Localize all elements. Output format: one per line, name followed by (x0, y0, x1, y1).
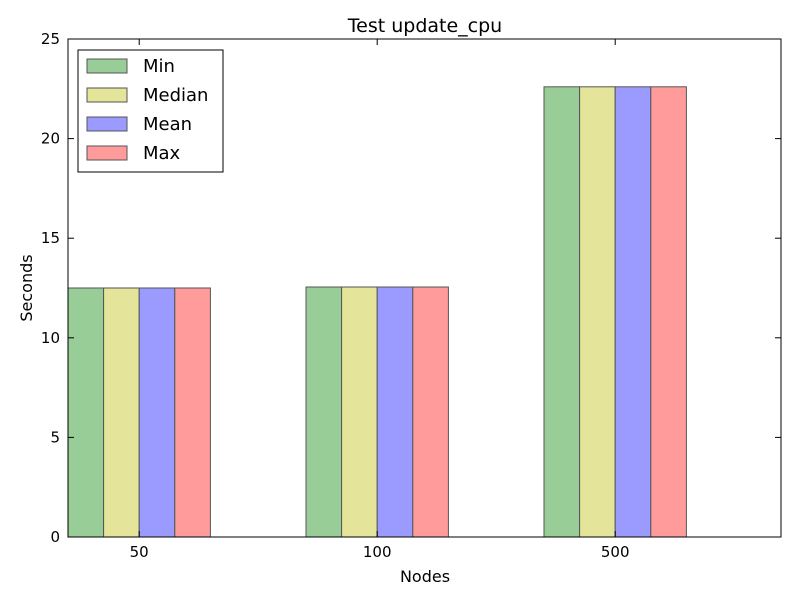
bar-median-50 (103, 287, 140, 538)
bar-max-500 (650, 86, 687, 538)
y-axis-ticks: 0 5 10 15 20 25 (41, 30, 781, 546)
bar-mean-500 (614, 86, 652, 538)
x-tick-label: 500 (601, 543, 630, 561)
bar-median-500 (579, 86, 616, 538)
legend-label-max: Max (143, 143, 181, 164)
x-tick-label: 50 (130, 543, 149, 561)
bar-mean-100 (376, 286, 414, 538)
legend-swatch-max (86, 145, 128, 161)
legend-label-median: Median (143, 85, 208, 106)
y-tick-label: 5 (50, 428, 60, 446)
y-axis-label: Seconds (17, 254, 36, 321)
bars-group (67, 86, 687, 538)
y-tick-label: 10 (41, 329, 60, 347)
y-tick-label: 25 (41, 30, 60, 48)
bar-mean-50 (138, 287, 176, 538)
legend-label-min: Min (143, 56, 175, 77)
bar-max-100 (412, 286, 449, 538)
chart-title: Test update_cpu (347, 15, 502, 37)
legend: Min Median Mean Max (77, 49, 224, 173)
legend-label-mean: Mean (143, 114, 192, 135)
bar-median-100 (341, 286, 378, 538)
plot-frame (67, 38, 782, 538)
legend-swatch-mean (86, 116, 128, 132)
y-tick-label: 0 (50, 528, 60, 546)
y-tick-label: 20 (41, 130, 60, 148)
legend-swatch-median (86, 87, 128, 103)
legend-swatch-min (86, 58, 128, 74)
x-tick-label: 100 (363, 543, 392, 561)
bar-min-500 (543, 86, 581, 538)
x-axis-label: Nodes (400, 567, 450, 586)
bar-max-50 (174, 287, 211, 538)
bar-min-100 (305, 286, 343, 538)
bar-min-50 (67, 287, 105, 538)
x-axis-ticks: 50 100 500 (130, 39, 630, 561)
y-tick-label: 15 (41, 229, 60, 247)
